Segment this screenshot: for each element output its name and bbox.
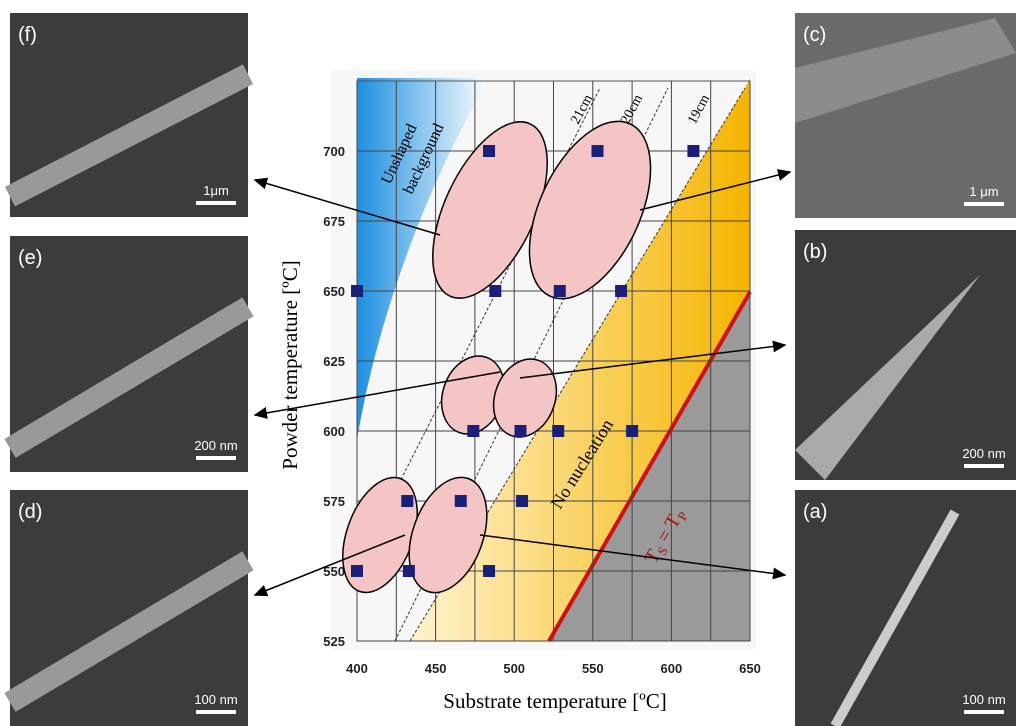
panel-label: (c) [803,24,826,46]
sem-panel: (b) 200 nm [795,230,1016,480]
data-point [516,495,528,507]
scale-label: 1μm [203,183,229,198]
data-point [626,425,638,437]
scale-label: 1 μm [969,184,998,199]
data-point [467,425,479,437]
x-axis-title: Substrate temperature [ºC] [443,689,666,713]
x-tick-label: 500 [503,661,525,676]
y-axis-title: Powder temperature [ºC] [278,260,302,469]
x-tick-label: 550 [582,661,604,676]
x-tick-label: 650 [739,661,761,676]
y-tick-label: 650 [323,284,345,299]
data-point [351,565,363,577]
panel-label: (b) [803,241,827,263]
data-point [514,425,526,437]
scale-label: 200 nm [194,438,237,453]
scale-label: 100 nm [194,692,237,707]
scale-bar [196,456,236,460]
data-point [483,565,495,577]
x-tick-label: 400 [346,661,368,676]
data-point [403,565,415,577]
y-tick-label: 575 [323,494,345,509]
data-point [552,425,564,437]
y-tick-label: 525 [323,634,345,649]
y-tick-label: 700 [323,144,345,159]
sem-panel: (d) 100 nm [10,490,248,726]
panel-label: (f) [18,24,37,46]
panel-label: (d) [18,501,42,523]
y-tick-label: 600 [323,424,345,439]
sem-panel: (e) 200 nm [10,236,248,472]
data-point [351,285,363,297]
data-point [615,285,627,297]
x-tick-label: 600 [661,661,683,676]
data-point [489,285,501,297]
y-tick-label: 625 [323,354,345,369]
scale-bar [964,710,1004,714]
data-point [455,495,467,507]
scale-bar [964,464,1004,468]
data-point [401,495,413,507]
scale-bar [196,201,236,205]
panel-label: (a) [803,501,827,523]
scale-label: 200 nm [962,446,1005,461]
panel-label: (e) [18,247,42,269]
sem-panel: (a) 100 nm [795,490,1016,726]
y-tick-label: 675 [323,214,345,229]
figure: 4004505005506006505255505756006256506757… [0,0,1016,726]
sem-panel: (f) 1μm [10,13,248,217]
data-point [592,145,604,157]
scale-bar [964,202,1004,206]
data-point [554,285,566,297]
x-tick-label: 450 [425,661,447,676]
sem-panel: (c) 1 μm [795,13,1016,218]
data-point [687,145,699,157]
data-point [483,145,495,157]
scale-label: 100 nm [962,692,1005,707]
scale-bar [196,710,236,714]
